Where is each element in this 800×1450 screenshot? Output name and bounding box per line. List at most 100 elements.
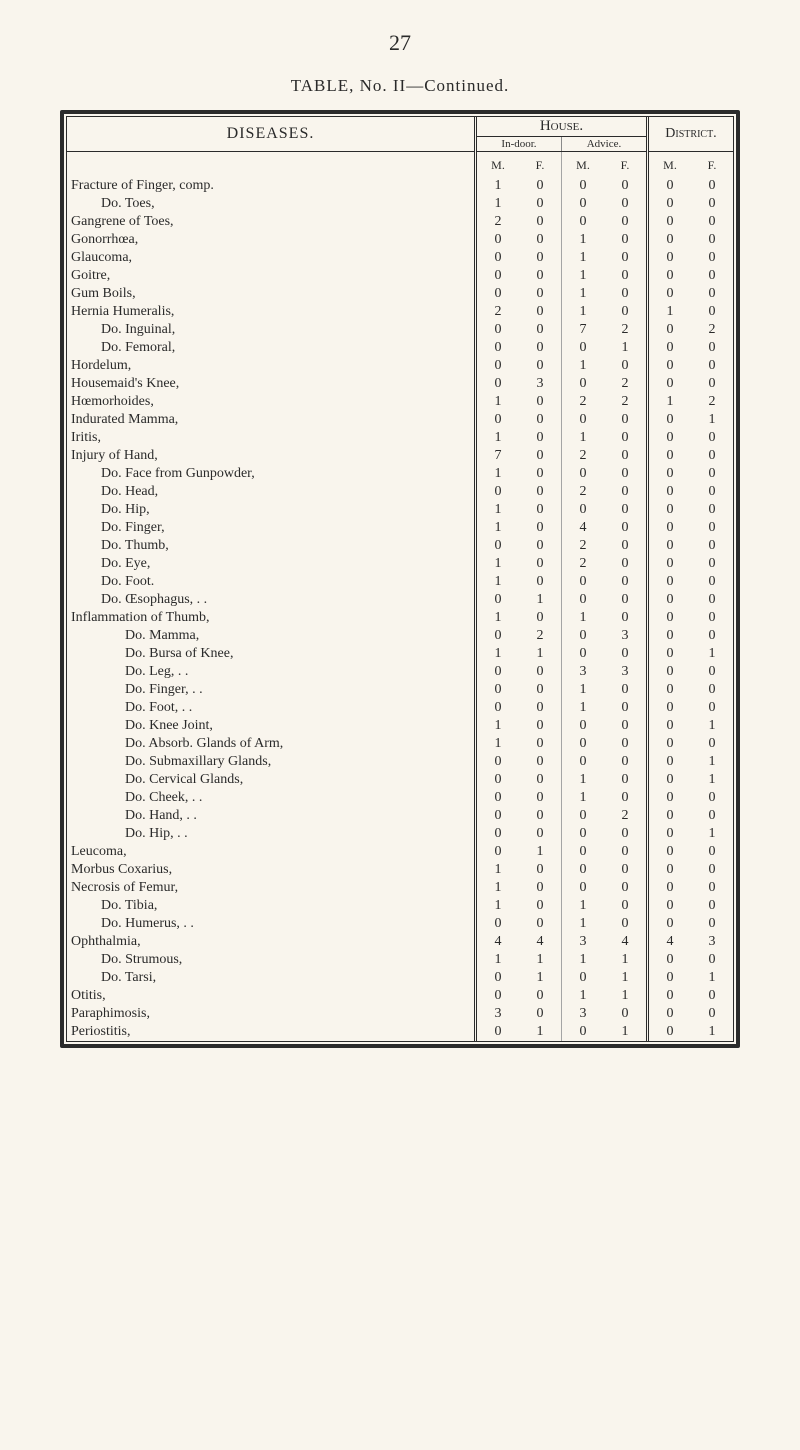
disease-label: Gum Boils, bbox=[67, 285, 476, 303]
cell: 2 bbox=[562, 537, 605, 555]
cell: 0 bbox=[691, 465, 733, 483]
cell: 3 bbox=[604, 627, 648, 645]
cell: 0 bbox=[691, 951, 733, 969]
cell: 0 bbox=[691, 897, 733, 915]
cell: 0 bbox=[648, 429, 692, 447]
col-m-indoor: M. bbox=[476, 152, 520, 178]
disease-label: Hordelum, bbox=[67, 357, 476, 375]
disease-label: Paraphimosis, bbox=[67, 1005, 476, 1023]
cell: 0 bbox=[691, 195, 733, 213]
table-row: Do. Femoral,000100 bbox=[67, 339, 733, 357]
cell: 0 bbox=[604, 789, 648, 807]
cell: 0 bbox=[604, 1005, 648, 1023]
col-m-district: M. bbox=[648, 152, 692, 178]
cell: 2 bbox=[476, 213, 520, 231]
table-row: Gangrene of Toes,200000 bbox=[67, 213, 733, 231]
col-f-advice: F. bbox=[604, 152, 648, 178]
cell: 0 bbox=[562, 645, 605, 663]
cell: 0 bbox=[562, 753, 605, 771]
cell: 1 bbox=[691, 753, 733, 771]
page: 27 TABLE, No. II—Continued. DISEASES. Ho… bbox=[0, 0, 800, 1088]
cell: 0 bbox=[648, 753, 692, 771]
cell: 0 bbox=[519, 1005, 562, 1023]
table-row: Do. Leg, . .003300 bbox=[67, 663, 733, 681]
cell: 0 bbox=[648, 645, 692, 663]
cell: 2 bbox=[476, 303, 520, 321]
table-row: Necrosis of Femur,100000 bbox=[67, 879, 733, 897]
disease-label: Do. Foot, . . bbox=[67, 699, 476, 717]
cell: 0 bbox=[648, 735, 692, 753]
disease-label: Do. Femoral, bbox=[67, 339, 476, 357]
cell: 4 bbox=[476, 933, 520, 951]
cell: 0 bbox=[648, 627, 692, 645]
table-row: Hœmorhoides,102212 bbox=[67, 393, 733, 411]
page-number: 27 bbox=[60, 30, 740, 56]
cell: 1 bbox=[562, 303, 605, 321]
disease-label: Iritis, bbox=[67, 429, 476, 447]
cell: 0 bbox=[562, 717, 605, 735]
table-row: Hordelum,001000 bbox=[67, 357, 733, 375]
cell: 2 bbox=[562, 555, 605, 573]
cell: 1 bbox=[604, 951, 648, 969]
table-title: TABLE, No. II—Continued. bbox=[60, 76, 740, 96]
cell: 1 bbox=[562, 249, 605, 267]
cell: 0 bbox=[691, 429, 733, 447]
cell: 1 bbox=[519, 843, 562, 861]
cell: 0 bbox=[648, 573, 692, 591]
disease-label: Indurated Mamma, bbox=[67, 411, 476, 429]
cell: 1 bbox=[562, 267, 605, 285]
cell: 3 bbox=[562, 933, 605, 951]
cell: 0 bbox=[519, 177, 562, 195]
cell: 0 bbox=[648, 285, 692, 303]
cell: 0 bbox=[562, 969, 605, 987]
cell: 0 bbox=[691, 231, 733, 249]
cell: 0 bbox=[519, 339, 562, 357]
cell: 0 bbox=[519, 789, 562, 807]
cell: 0 bbox=[519, 411, 562, 429]
table-row: Do. Strumous,111100 bbox=[67, 951, 733, 969]
disease-label: Do. Submaxillary Glands, bbox=[67, 753, 476, 771]
cell: 0 bbox=[519, 555, 562, 573]
disease-label: Glaucoma, bbox=[67, 249, 476, 267]
cell: 1 bbox=[519, 951, 562, 969]
table-row: Otitis,001100 bbox=[67, 987, 733, 1005]
cell: 0 bbox=[648, 195, 692, 213]
cell: 0 bbox=[562, 465, 605, 483]
cell: 0 bbox=[691, 501, 733, 519]
table-row: Do. Finger,104000 bbox=[67, 519, 733, 537]
cell: 0 bbox=[691, 537, 733, 555]
cell: 0 bbox=[519, 825, 562, 843]
cell: 0 bbox=[519, 447, 562, 465]
cell: 2 bbox=[519, 627, 562, 645]
cell: 1 bbox=[562, 429, 605, 447]
cell: 0 bbox=[648, 267, 692, 285]
table-row: Do. Cheek, . .001000 bbox=[67, 789, 733, 807]
cell: 0 bbox=[519, 267, 562, 285]
cell: 0 bbox=[648, 231, 692, 249]
cell: 1 bbox=[691, 645, 733, 663]
cell: 1 bbox=[562, 897, 605, 915]
disease-label: Do. Hip, . . bbox=[67, 825, 476, 843]
cell: 1 bbox=[648, 393, 692, 411]
cell: 0 bbox=[519, 285, 562, 303]
disease-label: Do. Hand, . . bbox=[67, 807, 476, 825]
cell: 1 bbox=[604, 987, 648, 1005]
cell: 0 bbox=[691, 681, 733, 699]
cell: 0 bbox=[648, 699, 692, 717]
table-row: Do. Cervical Glands,001001 bbox=[67, 771, 733, 789]
cell: 0 bbox=[519, 537, 562, 555]
cell: 0 bbox=[691, 627, 733, 645]
col-m-advice: M. bbox=[562, 152, 605, 178]
cell: 0 bbox=[604, 861, 648, 879]
cell: 0 bbox=[562, 825, 605, 843]
cell: 0 bbox=[519, 303, 562, 321]
disease-label: Housemaid's Knee, bbox=[67, 375, 476, 393]
cell: 0 bbox=[604, 771, 648, 789]
disease-label: Do. Head, bbox=[67, 483, 476, 501]
table-row: Hernia Humeralis,201010 bbox=[67, 303, 733, 321]
cell: 0 bbox=[562, 843, 605, 861]
cell: 0 bbox=[562, 501, 605, 519]
cell: 0 bbox=[691, 447, 733, 465]
table-row: Indurated Mamma,000001 bbox=[67, 411, 733, 429]
cell: 0 bbox=[648, 771, 692, 789]
